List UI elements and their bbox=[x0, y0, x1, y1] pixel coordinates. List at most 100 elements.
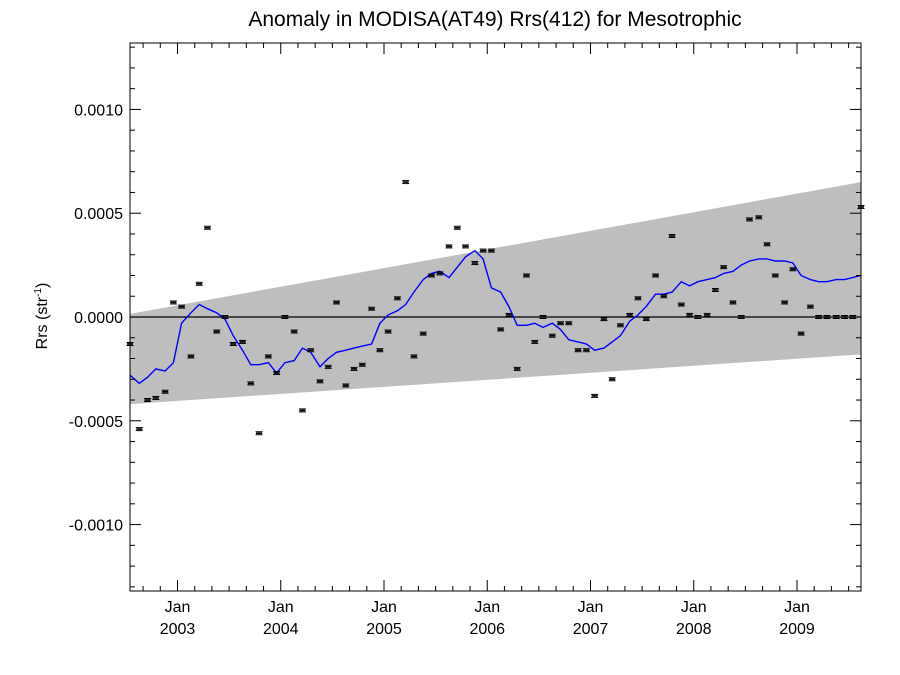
anomaly-point bbox=[548, 333, 556, 338]
anomaly-point bbox=[144, 398, 152, 403]
anomaly-point bbox=[376, 348, 384, 353]
smoothed-series-layer bbox=[129, 249, 862, 385]
anomaly-point bbox=[652, 273, 660, 278]
anomaly-point bbox=[513, 366, 521, 371]
x-tick-label-year: 2007 bbox=[573, 621, 609, 638]
anomaly-point bbox=[178, 304, 186, 309]
anomaly-point bbox=[686, 312, 694, 317]
y-axis-label-superscript: -1 bbox=[33, 288, 44, 297]
anomaly-point bbox=[806, 304, 814, 309]
x-tick-label-year: 2008 bbox=[676, 621, 712, 638]
anomaly-point bbox=[626, 312, 634, 317]
anomaly-point bbox=[703, 312, 711, 317]
anomaly-point bbox=[384, 329, 392, 334]
anomaly-point bbox=[135, 427, 143, 432]
anomaly-point bbox=[419, 331, 427, 336]
y-tick-label: 0.0000 bbox=[74, 310, 123, 327]
y-axis-label-main: Rrs (str bbox=[34, 296, 51, 349]
anomaly-point bbox=[634, 296, 642, 301]
anomaly-point bbox=[264, 354, 272, 359]
y-axis-label-close: ) bbox=[34, 283, 51, 288]
anomaly-point bbox=[497, 327, 505, 332]
anomaly-point bbox=[247, 381, 255, 386]
axes-layer bbox=[129, 42, 862, 592]
anomaly-point bbox=[755, 215, 763, 220]
x-tick-label-month: Jan bbox=[784, 599, 810, 616]
anomaly-point bbox=[169, 300, 177, 305]
anomaly-point bbox=[840, 315, 848, 319]
uncertainty-band-layer bbox=[130, 182, 861, 405]
y-tick-label: -0.0010 bbox=[69, 518, 123, 535]
anomaly-point bbox=[213, 329, 221, 334]
x-tick-label-month: Jan bbox=[268, 599, 294, 616]
anomaly-point bbox=[565, 321, 573, 326]
anomaly-point bbox=[531, 339, 539, 344]
anomaly-point bbox=[591, 393, 599, 398]
anomaly-point bbox=[479, 248, 487, 253]
anomaly-point bbox=[720, 265, 728, 270]
anomaly-point bbox=[342, 383, 350, 388]
anomaly-point bbox=[668, 234, 676, 239]
anomaly-point bbox=[582, 348, 590, 353]
smoothed-series-line bbox=[129, 249, 862, 385]
x-tick-label-year: 2004 bbox=[263, 621, 299, 638]
x-tick-label-month: Jan bbox=[165, 599, 191, 616]
x-tick-label-month: Jan bbox=[578, 599, 604, 616]
anomaly-point bbox=[471, 261, 479, 266]
y-tick-label: -0.0005 bbox=[69, 414, 123, 431]
x-tick-label-year: 2009 bbox=[779, 621, 815, 638]
x-tick-label-month: Jan bbox=[371, 599, 397, 616]
anomaly-point bbox=[616, 323, 624, 328]
x-tick-label-month: Jan bbox=[681, 599, 707, 616]
anomaly-point bbox=[161, 389, 169, 394]
y-tick-label: 0.0005 bbox=[74, 206, 123, 223]
anomaly-point bbox=[187, 354, 195, 359]
anomaly-point bbox=[539, 315, 547, 319]
anomaly-point bbox=[273, 371, 281, 376]
x-tick-label-year: 2005 bbox=[366, 621, 402, 638]
anomaly-point bbox=[332, 300, 340, 305]
anomaly-point bbox=[522, 273, 530, 278]
y-axis-label: Rrs (str-1) bbox=[33, 283, 51, 350]
chart-title: Anomaly in MODISA(AT49) Rrs(412) for Mes… bbox=[248, 8, 742, 31]
anomaly-point bbox=[324, 364, 332, 369]
anomaly-point bbox=[281, 315, 289, 319]
anomaly-point bbox=[815, 315, 823, 319]
x-tick-label-month: Jan bbox=[474, 599, 500, 616]
uncertainty-band bbox=[130, 182, 861, 405]
y-tick-label: 0.0010 bbox=[74, 102, 123, 119]
anomaly-point bbox=[789, 267, 797, 272]
anomaly-point bbox=[737, 315, 745, 319]
anomaly-point bbox=[290, 329, 298, 334]
anomaly-point bbox=[307, 348, 315, 353]
anomaly-point bbox=[574, 348, 582, 353]
anomaly-point bbox=[445, 244, 453, 249]
anomaly-point bbox=[797, 331, 805, 336]
anomaly-point bbox=[823, 315, 831, 319]
anomaly-point bbox=[677, 302, 685, 307]
anomaly-point bbox=[221, 315, 229, 319]
anomaly-point bbox=[781, 300, 789, 305]
anomaly-point bbox=[642, 317, 650, 322]
anomaly-point bbox=[436, 271, 444, 276]
anomaly-point bbox=[462, 244, 470, 249]
anomaly-point bbox=[358, 362, 366, 367]
anomaly-point bbox=[255, 431, 263, 436]
anomaly-point bbox=[368, 306, 376, 311]
anomaly-point bbox=[427, 273, 435, 278]
anomaly-point bbox=[316, 379, 324, 384]
anomaly-point bbox=[152, 395, 160, 400]
anomaly-point bbox=[763, 242, 771, 247]
x-tick-label-year: 2003 bbox=[160, 621, 196, 638]
anomaly-point bbox=[239, 339, 247, 344]
anomaly-point bbox=[229, 341, 237, 346]
anomaly-point bbox=[505, 312, 513, 317]
anomaly-point bbox=[608, 377, 616, 382]
x-tick-label-year: 2006 bbox=[469, 621, 505, 638]
anomaly-points-layer bbox=[126, 180, 865, 436]
anomaly-point bbox=[600, 317, 608, 322]
anomaly-point bbox=[203, 225, 211, 230]
tick-labels-layer: 0.0010 0.0005 0.0000 -0.0005 -0.0010 Jan 2003 J… bbox=[69, 102, 815, 638]
anomaly-point bbox=[771, 273, 779, 278]
